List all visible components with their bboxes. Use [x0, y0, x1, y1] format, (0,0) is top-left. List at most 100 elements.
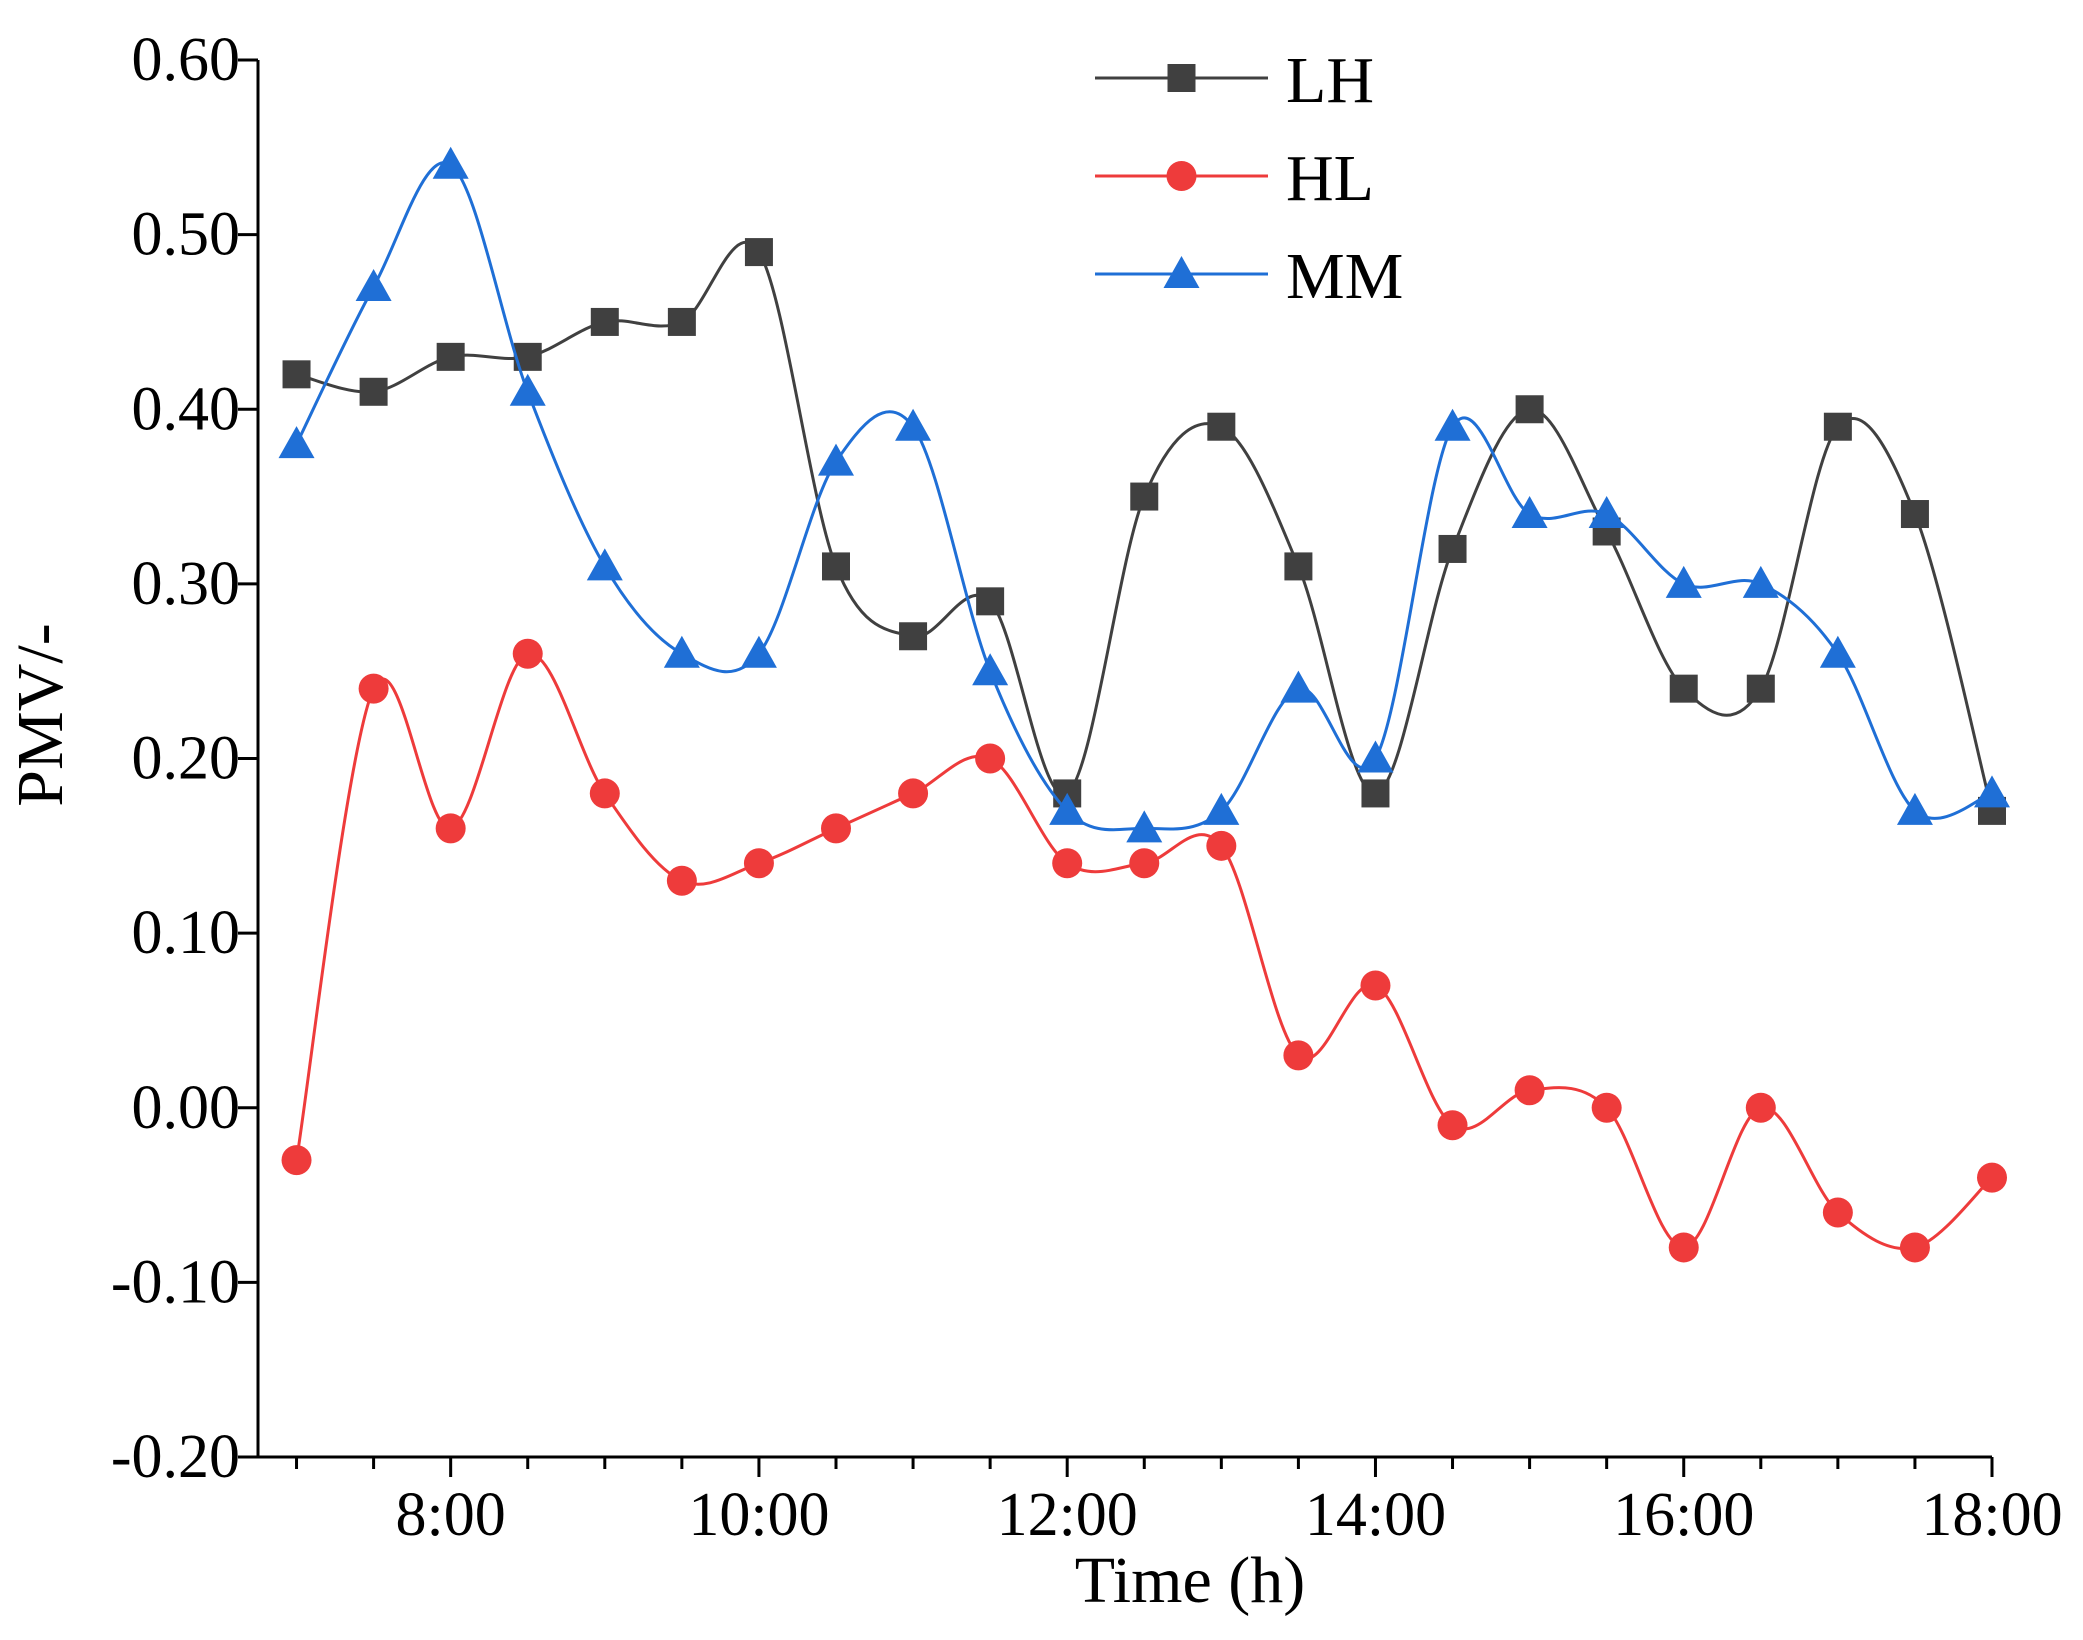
- data-point-hl: [358, 673, 389, 704]
- data-point-lh: [1900, 500, 1929, 529]
- x-tick-label: 10:00: [688, 1481, 829, 1549]
- data-point-hl: [1822, 1197, 1853, 1228]
- data-point-hl: [1437, 1110, 1468, 1141]
- data-point-mm: [1974, 775, 2010, 808]
- data-point-mm: [1819, 635, 1856, 668]
- data-point-mm: [1049, 792, 1086, 825]
- y-tick-label: 0.00: [132, 1074, 241, 1142]
- x-tick-label: 12:00: [997, 1481, 1138, 1549]
- y-tick-label: 0.20: [132, 725, 241, 793]
- data-point-mm: [1588, 496, 1625, 529]
- data-point-lh: [1823, 412, 1852, 441]
- data-point-lh: [1130, 482, 1159, 511]
- data-point-hl: [1283, 1040, 1314, 1071]
- axes: [256, 60, 1992, 1459]
- x-tick-label: 14:00: [1305, 1481, 1446, 1549]
- series-mm: [278, 146, 2010, 843]
- y-tick-label: 0.50: [132, 201, 241, 269]
- series-line-lh: [296, 241, 1994, 812]
- data-point-mm: [663, 635, 700, 668]
- data-point-hl: [1129, 848, 1160, 879]
- data-point-mm: [972, 653, 1009, 686]
- data-point-mm: [818, 443, 854, 476]
- data-point-mm: [740, 635, 777, 668]
- data-point-lh: [1207, 412, 1236, 441]
- data-point-mm: [1665, 565, 1702, 598]
- data-point-mm: [1126, 810, 1163, 843]
- series-line-hl: [295, 652, 1994, 1251]
- legend-item-lh: LH: [1095, 44, 1374, 117]
- legend-item-hl: HL: [1095, 142, 1374, 215]
- series-hl: [281, 638, 2007, 1263]
- data-point-lh: [1515, 395, 1544, 424]
- data-point-hl: [1360, 970, 1391, 1001]
- data-point-lh: [282, 360, 311, 389]
- data-point-hl: [589, 778, 620, 809]
- data-point-lh: [822, 552, 850, 581]
- y-tick-label: 0.60: [132, 26, 241, 94]
- y-tick-label: 0.10: [132, 899, 241, 967]
- data-point-hl: [512, 638, 543, 669]
- data-point-mm: [1203, 792, 1240, 825]
- data-point-hl: [281, 1145, 312, 1176]
- data-point-lh: [899, 622, 928, 651]
- data-point-mm: [1280, 670, 1317, 703]
- data-point-mm: [1357, 740, 1394, 773]
- legend-label: MM: [1286, 240, 1403, 313]
- data-point-mm: [1742, 565, 1779, 598]
- y-tick-label: 0.30: [132, 550, 241, 618]
- data-point-lh: [1669, 674, 1698, 703]
- data-point-mm: [1511, 496, 1548, 529]
- data-point-hl: [821, 813, 851, 844]
- series-lh: [282, 238, 2006, 825]
- data-point-hl: [1668, 1232, 1699, 1263]
- data-point-mm: [1434, 408, 1471, 441]
- data-point-hl: [666, 865, 697, 896]
- data-point-hl: [435, 813, 466, 844]
- data-point-mm: [586, 548, 623, 581]
- x-axis-ticks: 8:00 10:00 12:00 14:00 16:00 18:00: [295, 1457, 2063, 1549]
- legend-marker-triangle: [1163, 256, 1200, 288]
- x-tick-label: 18:00: [1921, 1481, 2062, 1549]
- data-point-lh: [1284, 552, 1313, 581]
- data-point-hl: [743, 848, 774, 879]
- data-point-lh: [744, 238, 773, 267]
- data-point-hl: [1977, 1162, 2007, 1193]
- legend-marker-circle: [1166, 161, 1197, 191]
- legend-label: LH: [1286, 44, 1374, 117]
- data-point-lh: [1746, 674, 1775, 703]
- data-point-mm: [355, 269, 392, 302]
- data-point-hl: [1745, 1092, 1776, 1123]
- legend-marker-square: [1167, 64, 1196, 92]
- data-point-hl: [1899, 1232, 1930, 1263]
- data-point-mm: [1896, 792, 1933, 825]
- data-point-hl: [1052, 848, 1083, 879]
- y-axis-ticks: -0.20 -0.10 0.00 0.10 0.20 0.30 0.40 0.50 0.60: [111, 26, 258, 1491]
- x-tick-label: 16:00: [1613, 1481, 1754, 1549]
- data-point-lh: [590, 307, 619, 336]
- data-point-lh: [436, 342, 465, 371]
- data-point-lh: [667, 307, 696, 336]
- data-point-lh: [976, 587, 1005, 616]
- x-axis-title: Time (h): [1075, 1544, 1305, 1617]
- y-tick-label: -0.10: [111, 1248, 240, 1316]
- data-point-mm: [895, 408, 932, 441]
- data-point-hl: [975, 743, 1006, 774]
- data-point-mm: [432, 146, 469, 179]
- y-tick-label: -0.20: [111, 1423, 240, 1491]
- legend-label: HL: [1286, 142, 1374, 215]
- data-point-hl: [1514, 1075, 1545, 1106]
- y-axis-title: PMV/-: [4, 623, 77, 806]
- series-group: [278, 146, 2010, 1263]
- data-point-mm: [509, 373, 546, 406]
- data-point-hl: [1206, 830, 1237, 861]
- data-point-mm: [278, 426, 315, 459]
- data-point-hl: [898, 778, 929, 809]
- legend-item-mm: MM: [1095, 240, 1403, 313]
- data-point-lh: [1438, 534, 1467, 563]
- y-tick-label: 0.40: [132, 375, 241, 443]
- legend: LH HL MM: [1095, 44, 1403, 313]
- data-point-lh: [359, 377, 388, 406]
- x-tick-label: 8:00: [396, 1481, 506, 1549]
